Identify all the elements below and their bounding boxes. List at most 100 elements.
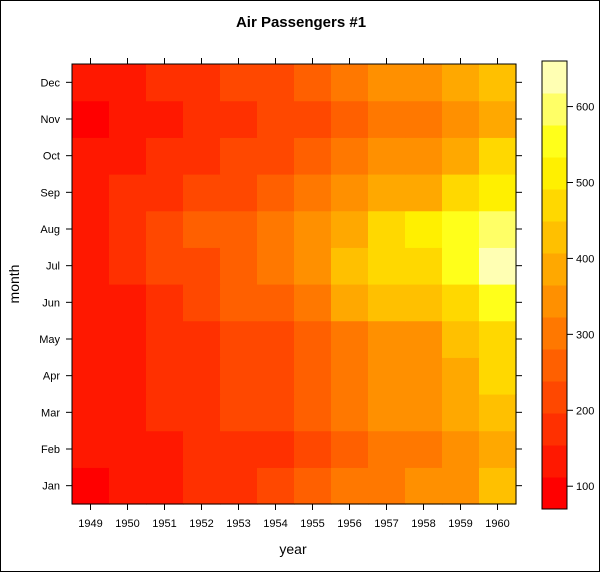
y-tick-label: Jan xyxy=(42,481,60,493)
colorbar-swatch xyxy=(542,221,567,254)
colorbar-swatch xyxy=(542,349,567,382)
colorbar-swatch xyxy=(542,477,567,510)
heatmap-cell xyxy=(220,320,258,358)
heatmap-cell xyxy=(146,64,184,102)
heatmap-cell xyxy=(72,100,110,138)
heatmap-cell xyxy=(257,100,295,138)
heatmap-cell xyxy=(331,320,369,358)
heatmap-cell xyxy=(183,357,221,395)
colorbar-border xyxy=(541,60,568,510)
heatmap-cell xyxy=(368,320,406,358)
heatmap-cell xyxy=(479,467,517,505)
plot-border xyxy=(71,63,517,505)
heatmap-cell xyxy=(294,467,332,505)
heatmap-cell xyxy=(109,64,147,102)
heatmap-cell xyxy=(294,430,332,468)
heatmap-cell xyxy=(479,430,517,468)
heatmap-cell xyxy=(109,394,147,432)
heatmap-cell xyxy=(72,137,110,175)
y-tick-labels: Jan Feb Mar Apr May Jun Jul Aug Sep Oct Nov Dec xyxy=(39,77,60,492)
heatmap-cell xyxy=(220,394,258,432)
colorbar-swatch xyxy=(542,413,567,446)
x-tick-label: 1960 xyxy=(485,518,509,530)
heatmap-cell xyxy=(72,174,110,212)
heatmap-cell xyxy=(331,100,369,138)
heatmap-cell xyxy=(146,247,184,285)
heatmap-cell xyxy=(183,467,221,505)
colorbar-tick-label: 500 xyxy=(576,177,594,189)
heatmap-cell xyxy=(220,284,258,322)
heatmap-cell xyxy=(368,137,406,175)
heatmap-cell xyxy=(331,467,369,505)
heatmap-cell xyxy=(257,430,295,468)
heatmap-cell xyxy=(220,210,258,248)
heatmap-cell xyxy=(183,284,221,322)
heatmap-cell xyxy=(220,100,258,138)
heatmap-cell xyxy=(257,357,295,395)
heatmap-cell xyxy=(442,100,480,138)
heatmap-cell xyxy=(294,100,332,138)
heatmap-cell xyxy=(405,210,443,248)
heatmap-cell xyxy=(442,137,480,175)
heatmap-cell xyxy=(368,247,406,285)
heatmap-cell xyxy=(183,137,221,175)
x-tick-label: 1959 xyxy=(448,518,472,530)
heatmap-cell xyxy=(72,430,110,468)
heatmap-cell xyxy=(257,320,295,358)
y-tick-label: Feb xyxy=(41,444,60,456)
x-tick-labels: 1949 1950 1951 1952 1953 1954 1955 1956 1957 1958… xyxy=(78,518,509,530)
heatmap-cell xyxy=(368,430,406,468)
heatmap-cell xyxy=(146,100,184,138)
heatmap-cell xyxy=(368,174,406,212)
heatmap-cell xyxy=(109,284,147,322)
heatmap-cell xyxy=(109,100,147,138)
y-tick-label: Nov xyxy=(40,114,60,126)
heatmap-cell xyxy=(331,137,369,175)
heatmap-cell xyxy=(109,467,147,505)
heatmap-cell xyxy=(146,467,184,505)
y-tick-label: Mar xyxy=(41,407,60,419)
heatmap-cell xyxy=(294,64,332,102)
heatmap-cell xyxy=(220,174,258,212)
colorbar-tick-label: 200 xyxy=(576,405,594,417)
heatmap-cell xyxy=(183,430,221,468)
chart-title: Air Passengers #1 xyxy=(236,14,366,31)
heatmap-cell xyxy=(257,210,295,248)
x-tick-label: 1958 xyxy=(411,518,435,530)
heatmap-cell xyxy=(220,357,258,395)
heatmap-cell xyxy=(442,210,480,248)
heatmap-cell xyxy=(109,137,147,175)
x-tick-label: 1955 xyxy=(300,518,324,530)
heatmap-cell xyxy=(405,247,443,285)
heatmap-cell xyxy=(146,174,184,212)
heatmap-cell xyxy=(442,357,480,395)
heatmap-cell xyxy=(72,467,110,505)
heatmap-cell xyxy=(442,174,480,212)
heatmap-cell xyxy=(331,64,369,102)
heatmap-cell xyxy=(442,467,480,505)
heatmap-cell xyxy=(257,284,295,322)
heatmap-cell xyxy=(368,467,406,505)
heatmap-cell xyxy=(479,320,517,358)
colorbar-swatch xyxy=(542,189,567,222)
heatmap-cell xyxy=(331,210,369,248)
heatmap-cell xyxy=(331,174,369,212)
y-tick-label: Aug xyxy=(40,224,60,236)
heatmap-cell xyxy=(72,394,110,432)
heatmap-cell xyxy=(72,64,110,102)
heatmap-cell xyxy=(405,284,443,322)
heatmap-cell xyxy=(368,100,406,138)
heatmap-cell xyxy=(442,247,480,285)
heatmap-cell xyxy=(183,394,221,432)
y-tick-label: May xyxy=(39,334,60,346)
heatmap-cell xyxy=(220,430,258,468)
heatmap-cell xyxy=(220,467,258,505)
x-tick-label: 1952 xyxy=(189,518,213,530)
heatmap-cell xyxy=(257,247,295,285)
heatmap-cell xyxy=(294,284,332,322)
heatmap-cell xyxy=(368,210,406,248)
heatmap-cell xyxy=(257,64,295,102)
heatmap-cell xyxy=(479,174,517,212)
heatmap-cell xyxy=(331,247,369,285)
